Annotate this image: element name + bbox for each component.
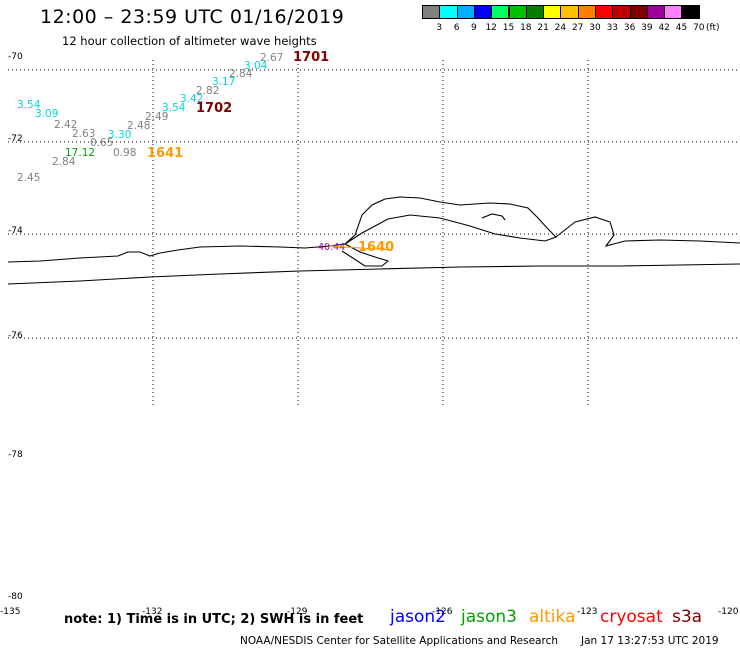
latitude-label: -76: [8, 331, 23, 341]
longitude-label: -120: [718, 607, 739, 617]
obs-time-label: 1702: [196, 101, 232, 116]
page-title: 12:00 – 23:59 UTC 01/16/2019: [40, 6, 345, 28]
obs-wave-label: 2.45: [17, 172, 40, 184]
obs-wave-label: 2.82: [196, 85, 219, 97]
obs-wave-label: 3.54: [17, 99, 41, 111]
graticule: [8, 60, 740, 408]
color-scale-label: 30: [589, 23, 601, 33]
track-segment: [329, 245, 393, 251]
obs-wave-label: 2.63: [72, 128, 95, 140]
color-scale-label: 45: [675, 23, 688, 33]
observation-labels: 1701 2.67 3.04 2.84 3.17 2.82 3.42 3.54 …: [17, 50, 394, 255]
color-scale-label: 9: [471, 23, 477, 33]
footer-timestamp: Jan 17 13:27:53 UTC 2019: [581, 635, 719, 647]
coastline-east: [555, 216, 740, 247]
color-scale-label: 3: [436, 23, 443, 33]
color-scale-label: 39: [641, 23, 653, 33]
color-scale-label: 12: [485, 23, 497, 33]
color-scale-label: 70: [693, 23, 705, 33]
page-subtitle: 12 hour collection of altimeter wave hei…: [62, 34, 317, 48]
color-scale-label: 15: [502, 23, 515, 33]
legend-jason2: jason2: [390, 607, 446, 627]
obs-wave-label: 2.48: [127, 120, 150, 132]
obs-time-label: 1640: [358, 240, 394, 255]
obs-wave-label: 2.67: [260, 52, 283, 64]
latitude-label: -70: [8, 52, 23, 62]
units-note: note: 1) Time is in UTC; 2) SWH is in fe…: [64, 612, 364, 627]
color-scale-label: 27: [571, 23, 584, 33]
obs-wave-label: 3.09: [35, 108, 58, 120]
color-scale-label: 36: [623, 23, 636, 33]
color-scale-label: 42: [658, 23, 670, 33]
obs-wave-label: 2.49: [145, 111, 168, 123]
obs-wave-label: 3.54: [162, 102, 186, 114]
obs-wave-label: 3.04: [244, 60, 268, 72]
color-scale-label: 18: [520, 23, 532, 33]
coastline-ice-shelf: [7, 196, 557, 267]
latitude-label: -72: [8, 134, 23, 144]
longitude-label: -123: [577, 607, 598, 617]
obs-wave-label: 2.42: [54, 119, 77, 131]
color-scale-label: 21: [537, 23, 549, 33]
coastline-front: [7, 263, 740, 285]
color-scale-label: 33: [606, 23, 619, 33]
obs-time-label: 1701: [293, 50, 329, 65]
color-scale-label: 6: [453, 23, 460, 33]
latitude-label: -80: [8, 592, 23, 602]
coastline-inlet: [481, 213, 506, 221]
footer-credit: NOAA/NESDIS Center for Satellite Applica…: [240, 635, 558, 647]
latitude-label: -78: [8, 450, 23, 460]
legend-cryosat: cryosat: [600, 607, 663, 627]
longitude-label: -132: [142, 607, 163, 617]
legend-jason3: jason3: [461, 607, 517, 627]
obs-wave-label: 2.84: [52, 156, 76, 168]
legend-altika: altika: [529, 607, 576, 627]
longitude-label: -135: [0, 607, 21, 617]
color-swatch: [681, 5, 700, 19]
obs-wave-label: 0.65: [90, 137, 113, 149]
legend-s3a: s3a: [672, 607, 703, 627]
color-scale-unit: (ft): [706, 23, 720, 33]
obs-wave-label: 3.30: [108, 129, 131, 141]
obs-time-label: 1641: [147, 146, 183, 161]
longitude-label: -129: [287, 607, 308, 617]
color-scale-label: 24: [554, 23, 567, 33]
obs-wave-label: 0.98: [113, 147, 136, 159]
obs-wave-label: 40.44: [318, 242, 345, 253]
obs-wave-label: 17.12: [65, 147, 95, 159]
coastline: [7, 196, 740, 285]
longitude-label: -126: [432, 607, 453, 617]
obs-wave-label: 3.42: [180, 93, 203, 105]
latitude-label: -74: [8, 226, 23, 236]
obs-wave-label: 3.17: [212, 76, 235, 88]
obs-wave-label: 2.84: [229, 68, 253, 80]
